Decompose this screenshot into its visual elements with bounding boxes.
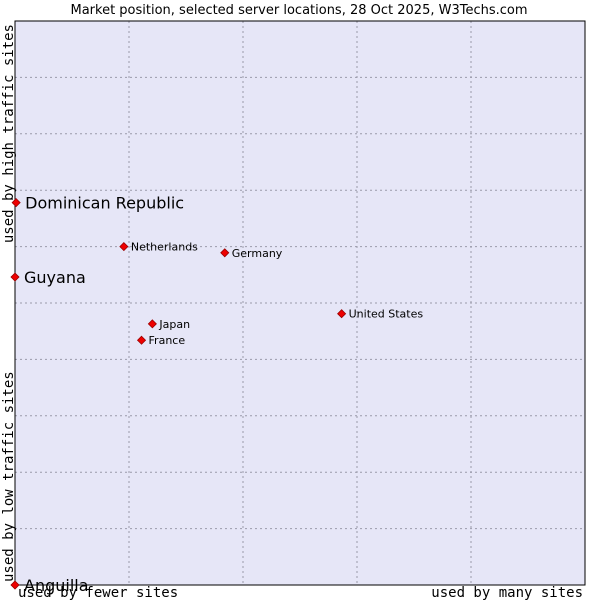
point-marker [11, 198, 21, 208]
point-label: Netherlands [131, 241, 198, 254]
data-point-anguilla: Anguilla [10, 576, 89, 595]
grid-lines [15, 21, 585, 585]
plot-border [14, 20, 586, 586]
chart-title: Market position, selected server locatio… [70, 3, 527, 18]
point-label: Germany [232, 247, 283, 260]
point-label: France [149, 334, 186, 347]
data-points: Dominican Republic Guyana Anguilla Netherla… [10, 194, 424, 595]
data-point-germany: Germany [220, 247, 283, 260]
point-marker [119, 242, 129, 252]
data-point-netherlands: Netherlands [119, 241, 198, 254]
data-point-france: France [136, 334, 186, 347]
point-label: Dominican Republic [25, 194, 184, 213]
point-label: Japan [158, 318, 190, 331]
data-point-united-states: United States [337, 308, 424, 321]
point-marker [10, 580, 20, 590]
data-point-dominican-republic: Dominican Republic [11, 194, 184, 213]
point-marker [136, 335, 147, 345]
point-label: Guyana [24, 268, 86, 287]
y-axis-label-top: used by high traffic sites [1, 24, 17, 243]
point-marker [147, 319, 157, 329]
point-label: United States [349, 308, 424, 321]
x-axis-label-right: used by many sites [431, 585, 583, 600]
data-point-japan: Japan [147, 318, 190, 331]
point-marker [337, 309, 347, 319]
point-label: Anguilla [24, 576, 89, 595]
point-marker [220, 248, 230, 258]
data-point-guyana: Guyana [10, 268, 86, 287]
point-marker [10, 272, 20, 282]
y-axis-label-bottom: used by low traffic sites [1, 371, 17, 582]
x-axis-label-left: used by fewer sites [18, 585, 178, 600]
